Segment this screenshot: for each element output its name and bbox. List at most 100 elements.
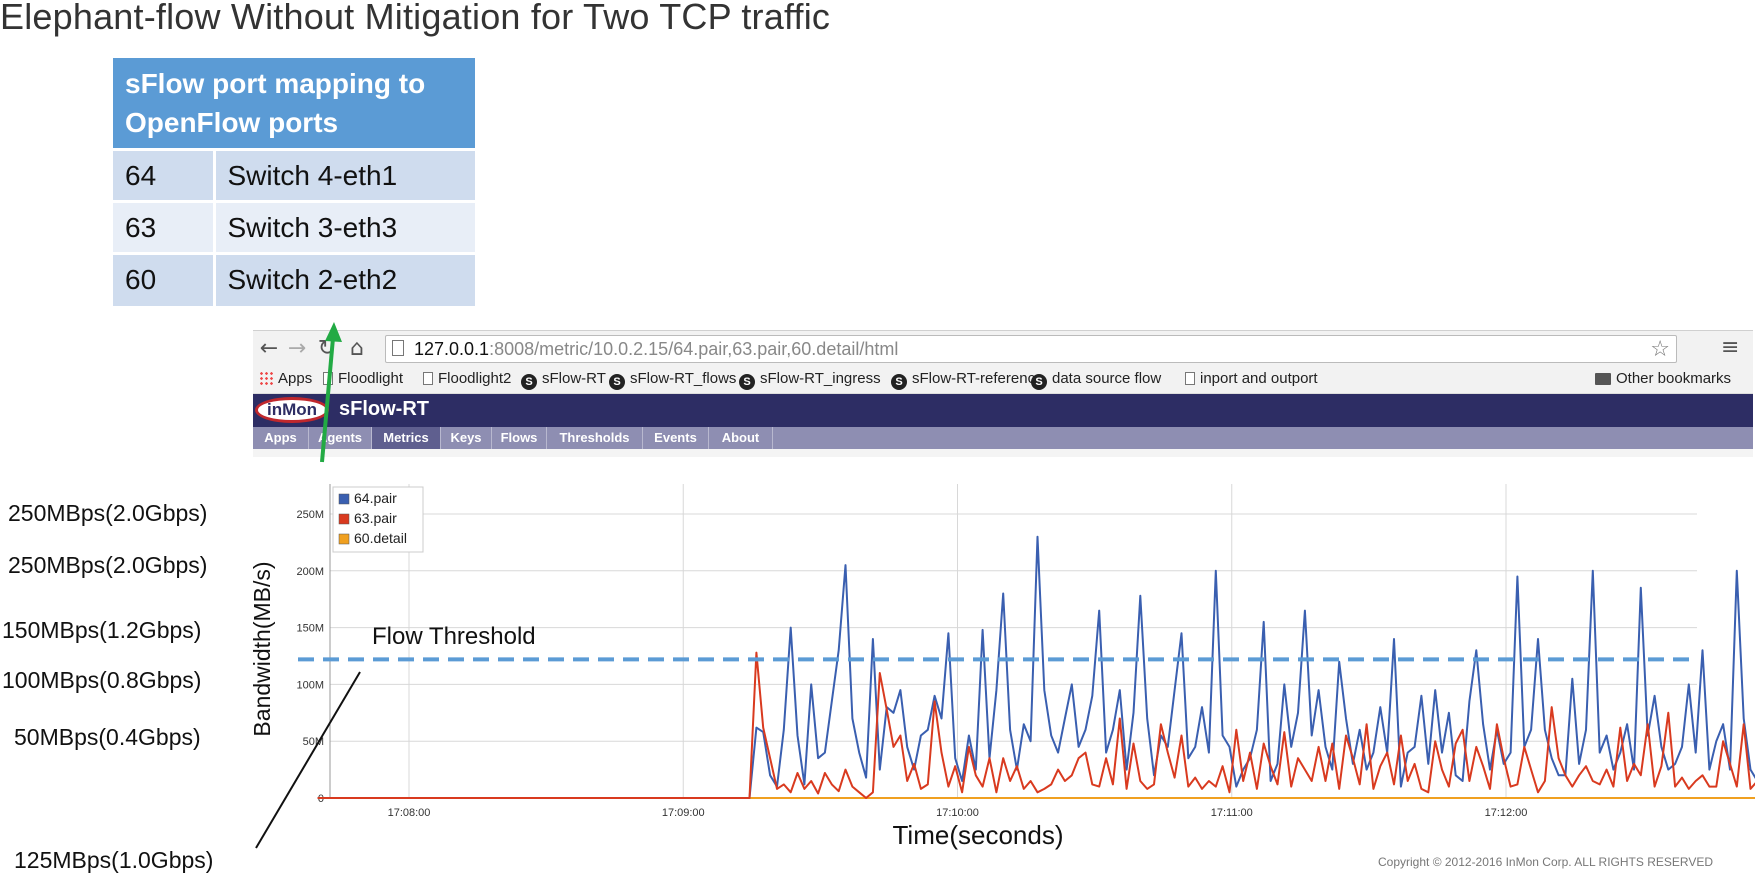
bandwidth-annotation: 150MBps(1.2Gbps) — [2, 617, 202, 643]
tab-about[interactable]: About — [709, 427, 773, 449]
series-line-64-pair — [317, 535, 1755, 799]
interface-cell: Switch 3-eth3 — [214, 200, 475, 254]
bookmark-label: Floodlight2 — [438, 370, 512, 387]
apps-grid-icon — [259, 371, 273, 385]
bookmark-star-icon[interactable]: ☆ — [1650, 337, 1670, 362]
chart-grid — [330, 484, 1697, 799]
legend-swatch — [338, 533, 350, 545]
port-cell: 64 — [113, 148, 216, 202]
y-tick-label: 0 — [318, 793, 324, 805]
s-circle-icon: S — [609, 374, 625, 390]
x-tick-label: 17:11:00 — [1211, 807, 1253, 819]
bookmark-inport-outport[interactable]: inport and outport — [1185, 370, 1318, 387]
y-tick-label: 200M — [296, 566, 324, 578]
tab-thresholds[interactable]: Thresholds — [547, 427, 643, 449]
bookmark-label: inport and outport — [1200, 370, 1318, 387]
browser-window: ← → ↻ ⌂ 127.0.0.1:8008/metric/10.0.2.15/… — [253, 330, 1753, 457]
series-line-63-pair — [317, 651, 1755, 799]
interface-cell: Switch 4-eth1 — [214, 148, 475, 202]
s-circle-icon: S — [1031, 374, 1047, 390]
bandwidth-annotation: 50MBps(0.4Gbps) — [14, 724, 201, 750]
port-cell: 63 — [113, 200, 216, 254]
s-circle-icon: S — [739, 374, 755, 390]
table-header: sFlow port mapping to OpenFlow ports — [113, 58, 475, 150]
back-arrow-icon[interactable]: ← — [259, 336, 279, 361]
legend-label: 60.detail — [354, 530, 407, 546]
x-tick-label: 17:10:00 — [936, 807, 979, 819]
bookmark-label: sFlow-RT_ingress — [760, 370, 881, 387]
page-icon — [423, 372, 433, 385]
chart-axes: 17:08:00 17:09:00 17:10:00 17:11:00 17:12:00… — [249, 484, 1697, 850]
browser-nav-bar: ← → ↻ ⌂ 127.0.0.1:8008/metric/10.0.2.15/… — [253, 331, 1753, 367]
bandwidth-annotation: 125MBps(1.0Gbps) — [14, 847, 214, 873]
slide-title: Elephant-flow Without Mitigation for Two… — [0, 0, 831, 37]
legend-box — [332, 486, 424, 553]
y-tick-label: 50M — [303, 736, 324, 748]
interface-cell: Switch 2-eth2 — [214, 252, 475, 306]
bandwidth-annotation: 250MBps(2.0Gbps) — [8, 500, 208, 526]
tab-apps[interactable]: Apps — [253, 427, 309, 449]
app-title: sFlow-RT — [339, 398, 429, 420]
page-icon — [1185, 372, 1195, 385]
bookmark-label: Floodlight — [338, 370, 404, 387]
flow-threshold-label: Flow Threshold — [372, 623, 536, 650]
tab-events[interactable]: Events — [643, 427, 709, 449]
table-row: 64 Switch 4-eth1 — [113, 148, 475, 202]
reload-icon[interactable]: ↻ — [317, 336, 337, 361]
s-circle-icon: S — [891, 374, 907, 390]
tab-agents[interactable]: Agents — [309, 427, 372, 449]
y-axis-label: Bandwidth(MB/s) — [249, 561, 275, 736]
x-axis-label: Time(seconds) — [893, 820, 1064, 850]
legend-label: 63.pair — [354, 510, 397, 526]
y-tick-label: 150M — [296, 623, 324, 635]
browser-menu-icon[interactable]: ≡ — [1721, 335, 1740, 360]
url-path: :8008/metric/10.0.2.15/64.pair,63.pair,6… — [489, 339, 899, 359]
chart-legend: 64.pair 63.pair 60.detail — [332, 486, 424, 553]
y-tick-label: 250M — [296, 509, 324, 521]
page-icon — [323, 372, 333, 385]
folder-icon — [1595, 373, 1611, 385]
table-row: 63 Switch 3-eth3 — [113, 200, 475, 254]
bandwidth-annotation: 100MBps(0.8Gbps) — [2, 667, 202, 693]
copyright-text: Copyright © 2012-2016 InMon Corp. ALL RI… — [1378, 855, 1713, 869]
url-host: 127.0.0.1 — [414, 339, 490, 359]
address-bar[interactable]: 127.0.0.1:8008/metric/10.0.2.15/64.pair,… — [385, 335, 1677, 363]
tab-metrics[interactable]: Metrics — [372, 427, 441, 449]
bookmark-label: sFlow-RT_flows — [630, 370, 737, 387]
forward-arrow-icon[interactable]: → — [287, 336, 307, 361]
bookmark-floodlight2[interactable]: Floodlight2 — [423, 370, 511, 387]
bookmark-apps[interactable]: Apps — [259, 370, 312, 387]
legend-label: 64.pair — [354, 490, 397, 506]
legend-swatch — [338, 493, 350, 505]
app-header: inMon sFlow-RT — [253, 394, 1753, 427]
chart-series — [317, 535, 1755, 799]
url-text: 127.0.0.1:8008/metric/10.0.2.15/64.pair,… — [414, 339, 898, 360]
tab-keys[interactable]: Keys — [441, 427, 492, 449]
bandwidth-annotation: 250MBps(2.0Gbps) — [8, 552, 208, 578]
page-icon — [392, 340, 404, 356]
y-tick-label: 100M — [296, 679, 324, 691]
bookmark-label: Other bookmarks — [1616, 370, 1732, 387]
s-circle-icon: S — [521, 374, 537, 390]
other-bookmarks[interactable]: Other bookmarks — [1595, 370, 1731, 387]
tab-flows[interactable]: Flows — [492, 427, 547, 449]
port-cell: 60 — [113, 252, 216, 306]
app-tab-bar: Apps Agents Metrics Keys Flows Threshold… — [253, 427, 1753, 449]
table-row: 60 Switch 2-eth2 — [113, 252, 475, 306]
legend-swatch — [338, 513, 350, 525]
bookmark-floodlight[interactable]: Floodlight — [323, 370, 403, 387]
bookmark-label: sFlow-RT — [542, 370, 606, 387]
table-header-row: sFlow port mapping to OpenFlow ports — [113, 58, 475, 150]
bookmark-label: data source flow — [1052, 370, 1162, 387]
x-tick-label: 17:12:00 — [1485, 807, 1528, 819]
bookmark-label: sFlow-RT-referenc — [912, 370, 1036, 387]
annotation-pointer-line — [255, 671, 361, 849]
bookmark-label: Apps — [278, 370, 313, 387]
home-icon[interactable]: ⌂ — [350, 336, 364, 361]
